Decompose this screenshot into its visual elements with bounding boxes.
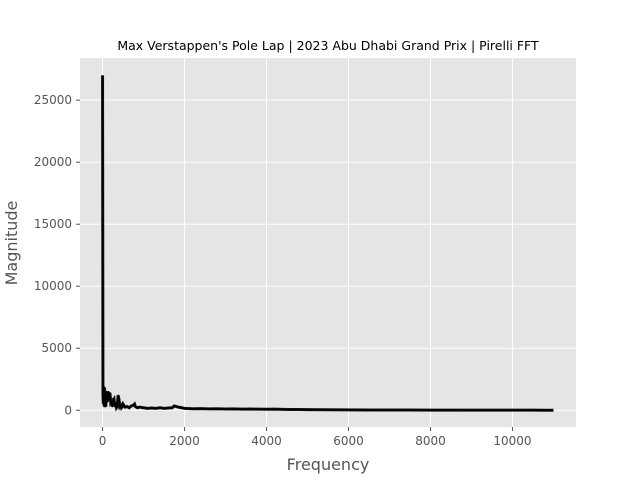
y-tick-label: 10000 — [34, 279, 72, 293]
x-tick-label: 10000 — [493, 434, 531, 448]
y-tick-label: 20000 — [34, 155, 72, 169]
x-tick-label: 2000 — [169, 434, 200, 448]
y-tick-label: 15000 — [34, 217, 72, 231]
x-tick-label: 8000 — [415, 434, 446, 448]
chart-title: Max Verstappen's Pole Lap | 2023 Abu Dha… — [117, 38, 539, 53]
fft-series-band — [101, 75, 554, 412]
x-tick-label: 6000 — [333, 434, 364, 448]
x-tick-label: 4000 — [251, 434, 282, 448]
x-tick-label: 0 — [99, 434, 107, 448]
grid-lines — [80, 58, 576, 427]
y-axis-label: Magnitude — [2, 201, 21, 286]
x-axis-label: Frequency — [287, 455, 370, 474]
y-tick-label: 0 — [64, 403, 72, 417]
y-tick-label: 25000 — [34, 93, 72, 107]
series-layer — [101, 75, 554, 412]
y-tick-label: 5000 — [41, 341, 72, 355]
plot-area — [80, 58, 576, 427]
tick-labels: 0 2000 4000 6000 8000 10000 0 5000 10000 15000 200… — [34, 93, 532, 448]
